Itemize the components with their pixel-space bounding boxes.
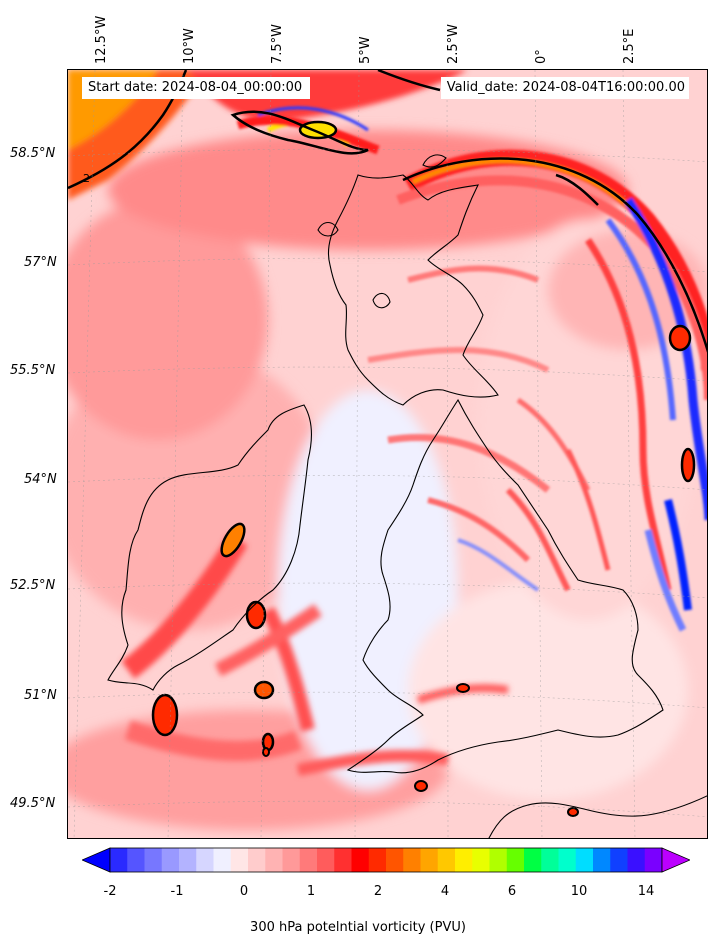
colorbar-level	[489, 848, 508, 872]
colorbar-level	[437, 848, 456, 872]
cb-tick-14: 14	[637, 884, 655, 899]
colorbar-level	[144, 848, 163, 872]
lon-label-0: 0°	[534, 49, 549, 64]
lon-label-12.5w: 12.5°W	[94, 15, 109, 64]
cb-tick-1: 1	[306, 884, 316, 899]
colorbar-level	[282, 848, 301, 872]
cb-tick-neg1: -1	[170, 884, 184, 899]
pv-field-svg: 2	[68, 70, 707, 838]
colorbar-level	[386, 848, 404, 872]
colorbar-level	[368, 848, 387, 872]
colorbar-level	[506, 848, 525, 872]
colorbar-level	[213, 848, 232, 872]
cb-tick-2: 2	[373, 884, 383, 899]
colorbar-level	[420, 848, 439, 872]
colorbar-level	[455, 848, 473, 872]
pv-broad-patches	[68, 130, 707, 830]
lat-label-57n: 57°N	[24, 255, 57, 270]
colorbar-level	[351, 848, 370, 872]
cb-tick-4: 4	[440, 884, 450, 899]
colorbar-level	[524, 848, 542, 872]
colorbar-level	[265, 848, 283, 872]
colorbar-level	[558, 848, 577, 872]
lon-label-2.5e: 2.5°E	[622, 28, 637, 64]
lat-label-58.5n: 58.5°N	[10, 146, 56, 161]
colorbar-level	[248, 848, 266, 872]
colorbar-level	[127, 848, 145, 872]
colorbar-level	[644, 848, 663, 872]
lon-label-7.5w: 7.5°W	[270, 23, 285, 64]
lat-label-49.5n: 49.5°N	[10, 796, 56, 811]
colorbar-level	[472, 848, 490, 872]
colorbar-level	[230, 848, 249, 872]
lat-label-52.5n: 52.5°N	[10, 578, 56, 593]
colorbar-level	[403, 848, 421, 872]
colorbar-level	[541, 848, 559, 872]
coastlines	[107, 154, 707, 838]
cb-tick-neg2: -2	[103, 884, 117, 899]
lat-label-55.5n: 55.5°N	[10, 363, 56, 378]
start-date-label: Start date: 2024-08-04_00:00:00	[82, 77, 311, 99]
pv-2-contours	[68, 70, 707, 353]
lon-label-2.5w: 2.5°W	[446, 23, 461, 64]
colorbar-level	[610, 848, 628, 872]
colorbar-level	[161, 848, 180, 872]
cb-tick-6: 6	[507, 884, 517, 899]
contour-label: 2	[83, 172, 90, 185]
colorbar-level	[179, 848, 197, 872]
colorbar-level	[334, 848, 352, 872]
lat-label-51n: 51°N	[24, 688, 57, 703]
valid-date-label: Valid_date: 2024-08-04T16:00:00.00	[440, 77, 689, 99]
lat-label-54n: 54°N	[24, 472, 57, 487]
colorbar-level	[575, 848, 594, 872]
colorbar-level	[593, 848, 611, 872]
colorbar-level	[196, 848, 214, 872]
lon-label-5w: 5°W	[358, 36, 373, 64]
colorbar-level	[317, 848, 335, 872]
pv-map: 2 Start date: 2024-08-04_00:00:00 Val	[67, 69, 708, 839]
colorbar-level	[110, 848, 128, 872]
colorbar-level	[627, 848, 646, 872]
cb-tick-10: 10	[570, 884, 588, 899]
colorbar-extend-max	[661, 847, 690, 873]
lon-label-10w: 10°W	[182, 28, 197, 64]
cb-tick-0: 0	[239, 884, 249, 899]
colorbar-level	[299, 848, 318, 872]
pv-streaks	[367, 265, 611, 592]
colorbar-title: 300 hPa potelntial vorticity (PVU)	[250, 920, 466, 935]
colorbar-extend-min	[82, 847, 111, 873]
pv-high-blobs	[151, 120, 696, 817]
graticule	[68, 70, 707, 838]
colorbar	[82, 847, 690, 873]
